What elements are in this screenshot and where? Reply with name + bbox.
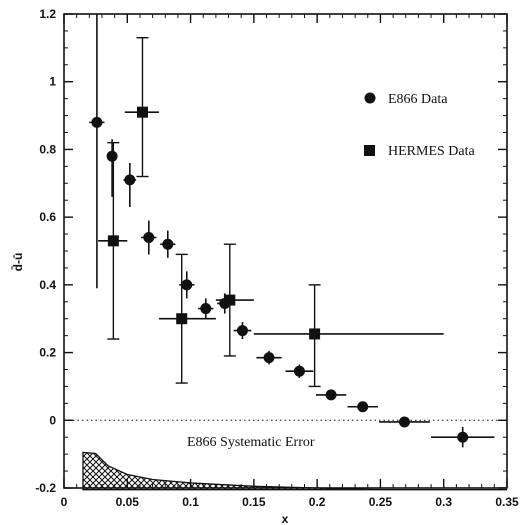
x-tick-labels: 0 0.05 0.1 0.15 0.2 0.25 0.3 0.35 [61,495,519,509]
x-tick-label: 0.25 [369,495,393,509]
y-tick-label: 0.6 [39,210,56,224]
plot-frame [63,13,508,489]
e866-data-point [236,325,248,337]
x-tick-label: 0.1 [182,495,199,509]
e866-data-point [325,389,337,401]
y-tick-labels: -0.2 0 0.2 0.4 0.6 0.8 1 1.2 [35,7,56,495]
e866-data-point [293,365,305,377]
e866-data-point [162,238,174,250]
e866-data-point [457,431,469,443]
y-tick-label: 0.2 [39,346,56,360]
e866-data-point [357,401,369,413]
error-bars [89,14,495,448]
y-tick-label: 0.8 [39,142,56,156]
y-tick-label: 0 [49,413,56,427]
x-tick-label: 0.35 [495,495,519,509]
y-tick-label: -0.2 [35,481,56,495]
hermes-data-point [224,294,236,306]
legend-label-hermes: HERMES Data [388,144,476,159]
y-tick-label: 1.2 [39,7,56,21]
x-axis-label: x [282,512,289,525]
y-axis-label: d̄-ū [11,253,25,272]
legend-label-e866: E866 Data [388,92,448,107]
y-tick-label: 1 [49,75,56,89]
x-tick-label: 0.2 [309,495,326,509]
hermes-data-point [136,106,148,118]
legend-marker-hermes [364,145,375,156]
hermes-data-point [176,313,188,325]
e866-data-point [106,150,118,162]
data-markers [91,106,469,443]
e866-data-point [91,116,103,128]
e866-data-point [263,352,275,364]
y-tick-label: 0.4 [39,278,56,292]
x-tick-label: 0 [61,495,68,509]
e866-data-point [398,416,410,428]
x-tick-label: 0.15 [242,495,266,509]
systematic-error-label: E866 Systematic Error [187,435,315,450]
hermes-data-point [107,235,119,247]
axis-ticks [63,13,508,489]
x-tick-label: 0.05 [116,495,140,509]
hermes-data-point [309,328,321,340]
legend: E866 Data HERMES Data [364,92,476,159]
systematic-band-group [82,451,507,491]
e866-data-point [124,174,136,186]
legend-marker-e866 [364,92,376,104]
systematic-band [82,451,507,491]
e866-data-point [200,303,212,315]
e866-data-point [143,231,155,243]
e866-data-point [181,279,193,291]
x-tick-label: 0.3 [435,495,452,509]
